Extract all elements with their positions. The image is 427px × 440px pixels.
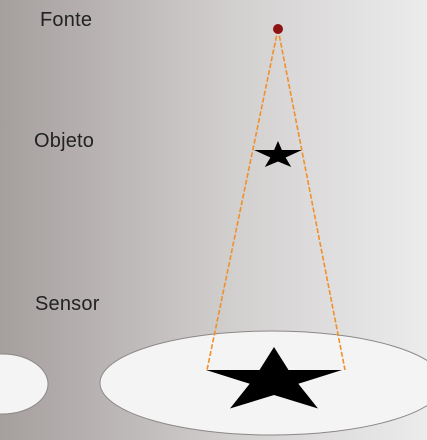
- object-star: [254, 141, 302, 167]
- projected-shadow-star: [206, 347, 342, 409]
- source-point: [273, 24, 283, 34]
- secondary-sensor-disc: [0, 353, 49, 415]
- sensor-label: Sensor: [35, 293, 100, 315]
- right-projection-ray: [277, 28, 346, 371]
- left-projection-ray: [206, 28, 279, 371]
- object-label: Objeto: [34, 130, 95, 152]
- source-label: Fonte: [40, 9, 93, 31]
